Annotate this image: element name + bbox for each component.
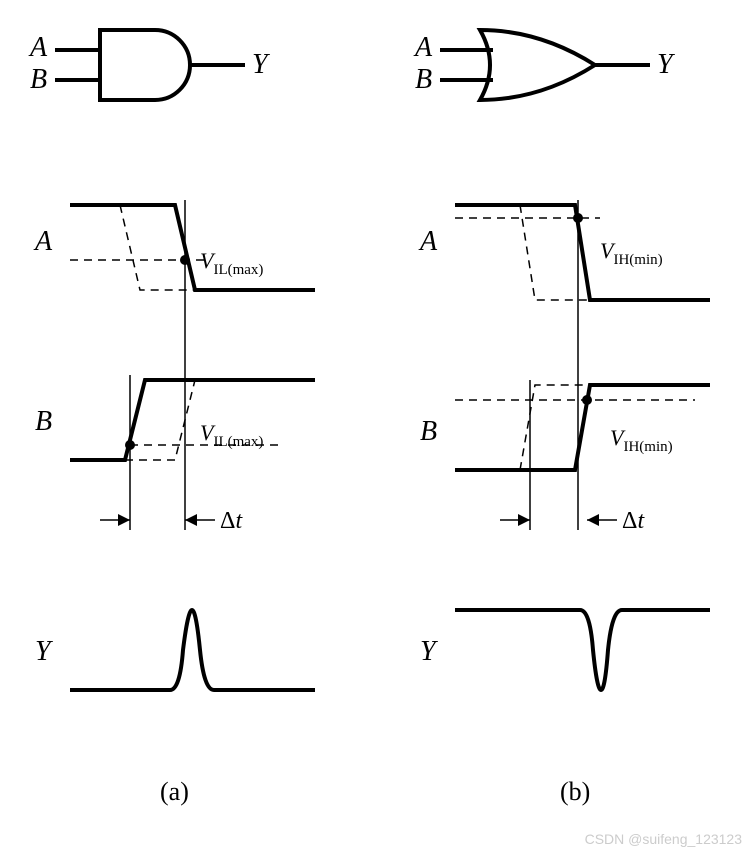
col-a-delta-t: Δt — [100, 508, 243, 534]
col-b-delta-t: Δt — [500, 508, 645, 534]
col-a-caption: (a) — [160, 777, 189, 806]
gate-b-output-label: Y — [657, 49, 676, 80]
gate-b-input-a-label: A — [413, 32, 433, 63]
col-b-b-threshold-v: VIH(min) — [610, 425, 673, 455]
gate-a-input-a-label: A — [28, 32, 48, 63]
col-b-signal-b-label: B — [420, 416, 437, 447]
col-b-caption: (b) — [560, 777, 590, 806]
col-a-signal-a-label: A — [33, 226, 53, 257]
col-a-signal-a: A VIL(max) — [33, 200, 315, 530]
col-a-signal-y-label: Y — [35, 636, 54, 667]
col-b-signal-y-label: Y — [420, 636, 439, 667]
col-a-signal-b: B VIL(max) — [35, 375, 315, 530]
watermark: CSDN @suifeng_123123 — [585, 831, 742, 847]
col-a-signal-y: Y — [35, 610, 315, 690]
col-b-signal-y: Y — [420, 610, 710, 690]
and-gate: A B Y — [28, 30, 271, 100]
col-b-signal-a: A VIH(min) — [418, 200, 710, 530]
col-b-delta-t-label: Δt — [622, 508, 645, 534]
gate-a-input-b-label: B — [30, 64, 47, 95]
col-b-signal-a-label: A — [418, 226, 438, 257]
col-a-delta-t-label: Δt — [220, 508, 243, 534]
col-b-a-threshold-v: VIH(min) — [600, 238, 663, 268]
col-a-signal-b-label: B — [35, 406, 52, 437]
diagram-svg: A B Y A VIL(max) B VIL(max) — [0, 0, 752, 857]
col-a-b-threshold-v: VIL(max) — [200, 420, 263, 450]
or-gate: A B Y — [413, 30, 676, 100]
col-a-a-threshold-v: VIL(max) — [200, 248, 263, 278]
col-b-signal-b: B VIH(min) — [420, 380, 710, 530]
gate-b-input-b-label: B — [415, 64, 432, 95]
gate-a-output-label: Y — [252, 49, 271, 80]
